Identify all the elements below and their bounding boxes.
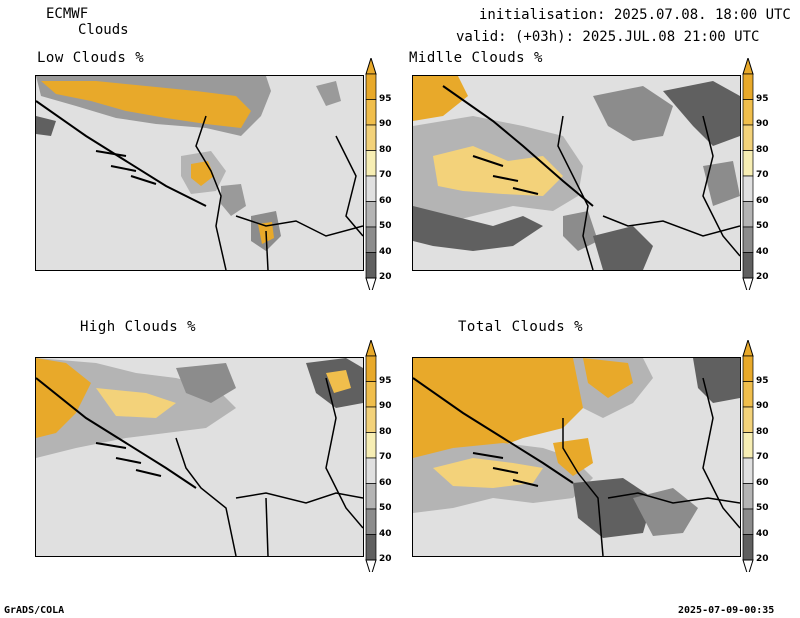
colorbar-label: 40 [379,528,392,539]
colorbar-label: 95 [379,375,392,386]
colorbar-arrow-top [365,340,377,357]
colorbar-label: 80 [756,144,769,155]
colorbar-segment [742,432,754,459]
panel-title-low: Low Clouds % [37,50,145,66]
product-name: Clouds [78,22,129,38]
panel-title-high: High Clouds % [80,319,197,335]
colorbar-segment [365,381,377,408]
colorbar-arrow-top [365,58,377,75]
colorbar-segment [742,124,754,151]
colorbar-segment [742,201,754,228]
map-total-clouds [412,357,741,557]
colorbar-label: 90 [379,401,392,411]
colorbar-svg [365,58,377,290]
colorbar-segment [742,355,754,382]
panel-title-middle: Midlle Clouds % [409,50,543,66]
colorbar-segment [365,99,377,126]
colorbar-label: 90 [756,119,769,129]
colorbar-label: 40 [756,528,769,539]
colorbar-label: 70 [756,452,769,462]
colorbar-segment [365,406,377,433]
colorbar-segment [742,73,754,100]
map-low-clouds [35,75,364,271]
colorbar-segment [742,252,754,279]
colorbar-segment [365,457,377,484]
model-name: ECMWF [46,6,89,22]
colorbar-middle: 95 90 80 70 60 50 40 20 [742,58,769,290]
colorbar-segment [742,99,754,126]
colorbar-label: 50 [379,503,392,513]
middle-clouds-field [413,76,740,270]
colorbar-label: 60 [379,477,392,488]
init-time: initialisation: 2025.07.08. 18:00 UTC [479,7,791,23]
high-clouds-field [36,358,363,556]
colorbar-high: 95 90 80 70 60 50 40 20 [365,340,392,572]
colorbar-segment [365,175,377,202]
colorbar-label: 50 [756,503,769,513]
colorbar-segment [742,381,754,408]
colorbar-label: 90 [756,401,769,411]
colorbar-svg [742,58,754,290]
colorbar-label: 40 [756,246,769,257]
colorbar-segment [365,124,377,151]
colorbar-label: 50 [379,221,392,231]
colorbar-label: 20 [756,554,769,564]
colorbar-segment [742,175,754,202]
colorbar-label: 60 [756,195,769,206]
valid-time: valid: (+03h): 2025.JUL.08 21:00 UTC [456,29,760,45]
colorbar-segment [365,226,377,253]
colorbar-label: 80 [756,426,769,437]
colorbar-label: 90 [379,119,392,129]
colorbar-arrow-bottom [365,277,377,290]
colorbar-segment [742,457,754,484]
footer-right: 2025-07-09-00:35 [678,605,775,616]
colorbar-segment [365,483,377,510]
colorbar-label: 70 [379,452,392,462]
colorbar-label: 80 [379,144,392,155]
colorbar-low: 95 90 80 70 60 50 40 20 [365,58,392,290]
colorbar-segment [742,534,754,561]
colorbar-segment [742,406,754,433]
colorbar-segment [365,355,377,382]
colorbar-label: 60 [379,195,392,206]
colorbar-label: 40 [379,246,392,257]
colorbar-label: 60 [756,477,769,488]
colorbar-svg [742,340,754,572]
colorbar-label: 20 [379,272,392,282]
panel-title-total: Total Clouds % [458,319,584,335]
colorbar-label: 95 [379,93,392,104]
colorbar-label: 80 [379,426,392,437]
colorbar-segment [742,483,754,510]
colorbar-segment [365,508,377,535]
colorbar-total: 95 90 80 70 60 50 40 20 [742,340,769,572]
colorbar-svg [365,340,377,572]
colorbar-arrow-bottom [742,277,754,290]
low-clouds-field [36,76,363,270]
colorbar-arrow-bottom [365,559,377,572]
colorbar-label: 50 [756,221,769,231]
colorbar-segment [742,226,754,253]
colorbar-arrow-bottom [742,559,754,572]
colorbar-segment [365,73,377,100]
map-middle-clouds [412,75,741,271]
colorbar-segment [365,201,377,228]
map-high-clouds [35,357,364,557]
colorbar-segment [365,432,377,459]
colorbar-segment [365,534,377,561]
colorbar-label: 70 [379,170,392,180]
colorbar-label: 95 [756,375,769,386]
colorbar-segment [365,150,377,177]
colorbar-label: 20 [379,554,392,564]
colorbar-label: 95 [756,93,769,104]
footer-left: GrADS/COLA [4,605,65,616]
colorbar-segment [365,252,377,279]
colorbar-arrow-top [742,58,754,75]
colorbar-label: 20 [756,272,769,282]
colorbar-segment [742,150,754,177]
colorbar-segment [742,508,754,535]
colorbar-arrow-top [742,340,754,357]
total-clouds-field [413,358,740,556]
colorbar-label: 70 [756,170,769,180]
